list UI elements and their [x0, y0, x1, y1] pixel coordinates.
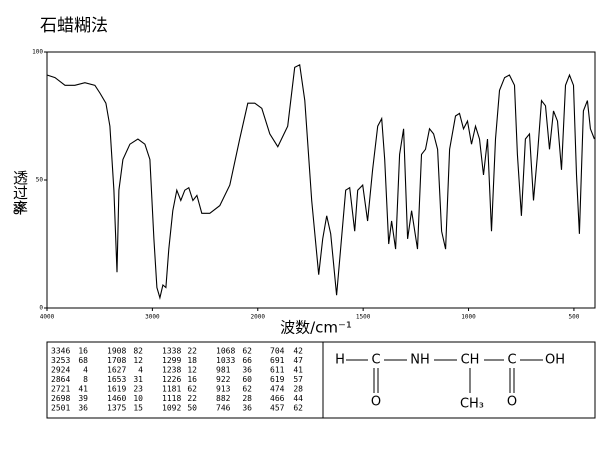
y-axis-label: 透过率	[11, 170, 29, 215]
peak-transmittance: 47	[293, 356, 303, 365]
peak-wavenumber: 2698	[51, 394, 70, 403]
atom-label: CH	[461, 353, 480, 368]
peak-wavenumber: 1708	[107, 356, 126, 365]
x-tick-label: 1000	[461, 314, 476, 321]
peak-transmittance: 36	[242, 404, 252, 413]
atom-label: NH	[410, 353, 430, 368]
peak-transmittance: 41	[78, 385, 88, 394]
atom-label: C	[507, 353, 516, 368]
info-box	[46, 341, 596, 419]
peak-transmittance: 41	[293, 366, 303, 375]
y-tick-label: 50	[36, 177, 44, 184]
peak-wavenumber: 2924	[51, 366, 70, 375]
peak-wavenumber: 619	[270, 375, 285, 384]
peak-wavenumber: 1238	[162, 366, 181, 375]
peak-wavenumber: 1619	[107, 385, 126, 394]
peak-wavenumber: 1908	[107, 347, 126, 356]
peak-transmittance: 44	[293, 394, 303, 403]
peak-wavenumber: 474	[270, 385, 285, 394]
peak-transmittance: 22	[187, 394, 197, 403]
peak-wavenumber: 913	[216, 385, 231, 394]
peak-wavenumber: 1181	[162, 385, 181, 394]
peak-wavenumber: 1627	[107, 366, 126, 375]
peak-transmittance: 62	[187, 385, 197, 394]
peak-wavenumber: 882	[216, 394, 231, 403]
peak-transmittance: 16	[78, 347, 88, 356]
atom-label: CH₃	[460, 397, 484, 412]
x-tick-label: 1500	[356, 314, 371, 321]
peak-wavenumber: 611	[270, 366, 285, 375]
peak-wavenumber: 746	[216, 404, 231, 413]
peak-transmittance: 36	[242, 366, 252, 375]
x-tick-label: 2000	[251, 314, 266, 321]
atom-label: H	[335, 353, 345, 368]
peak-wavenumber: 1068	[216, 347, 235, 356]
peak-wavenumber: 2501	[51, 404, 70, 413]
peak-wavenumber: 2864	[51, 375, 70, 384]
peak-wavenumber: 1375	[107, 404, 126, 413]
peak-wavenumber: 981	[216, 366, 231, 375]
spectrum-line	[46, 63, 595, 300]
x-tick-label: 4000	[40, 314, 55, 321]
peak-transmittance: 50	[187, 404, 197, 413]
peak-transmittance: 4	[138, 366, 143, 375]
atom-label: OH	[545, 353, 565, 368]
peak-transmittance: 8	[83, 375, 88, 384]
peak-wavenumber: 922	[216, 375, 231, 384]
peak-transmittance: 68	[78, 356, 88, 365]
chart-title: 石蜡糊法	[40, 16, 108, 36]
peak-wavenumber: 1118	[162, 394, 181, 403]
peak-wavenumber: 466	[270, 394, 285, 403]
peak-transmittance: 23	[133, 385, 143, 394]
peak-transmittance: 28	[242, 394, 252, 403]
peak-transmittance: 10	[133, 394, 143, 403]
peak-wavenumber: 1226	[162, 375, 181, 384]
peak-transmittance: 82	[133, 347, 143, 356]
peak-wavenumber: 1338	[162, 347, 181, 356]
x-tick-label: 500	[569, 314, 580, 321]
peak-wavenumber: 3253	[51, 356, 70, 365]
peak-transmittance: 16	[187, 375, 197, 384]
x-axis-label: 波数/cm⁻¹	[280, 319, 352, 337]
peak-wavenumber: 2721	[51, 385, 70, 394]
peak-transmittance: 22	[187, 347, 197, 356]
peak-transmittance: 62	[242, 385, 252, 394]
peak-wavenumber: 1460	[107, 394, 126, 403]
peak-transmittance: 15	[133, 404, 143, 413]
y-axis-unit: %	[11, 201, 29, 215]
peak-wavenumber: 1653	[107, 375, 126, 384]
peak-transmittance: 57	[293, 375, 303, 384]
peak-transmittance: 39	[78, 394, 88, 403]
peak-wavenumber: 457	[270, 404, 285, 413]
peak-wavenumber: 1033	[216, 356, 235, 365]
peak-transmittance: 31	[133, 375, 143, 384]
peak-transmittance: 4	[83, 366, 88, 375]
y-tick-label: 100	[32, 49, 43, 56]
y-tick-label: 0	[39, 305, 43, 312]
peak-transmittance: 28	[293, 385, 303, 394]
peak-transmittance: 18	[187, 356, 197, 365]
bonds	[346, 359, 543, 393]
peak-wavenumber: 704	[270, 347, 285, 356]
x-tick-label: 3000	[145, 314, 160, 321]
peak-transmittance: 62	[242, 347, 252, 356]
peak-wavenumber: 3346	[51, 347, 70, 356]
peak-transmittance: 42	[293, 347, 303, 356]
peak-transmittance: 66	[242, 356, 252, 365]
peak-wavenumber: 1299	[162, 356, 181, 365]
atom-label: O	[371, 395, 381, 410]
peak-wavenumber: 691	[270, 356, 285, 365]
peak-transmittance: 12	[133, 356, 143, 365]
atom-label: O	[507, 395, 517, 410]
atom-label: C	[371, 353, 380, 368]
peak-wavenumber: 1092	[162, 404, 181, 413]
plot-frame	[46, 51, 596, 309]
peak-transmittance: 60	[242, 375, 252, 384]
peak-transmittance: 36	[78, 404, 88, 413]
peak-transmittance: 62	[293, 404, 303, 413]
peak-transmittance: 12	[187, 366, 197, 375]
